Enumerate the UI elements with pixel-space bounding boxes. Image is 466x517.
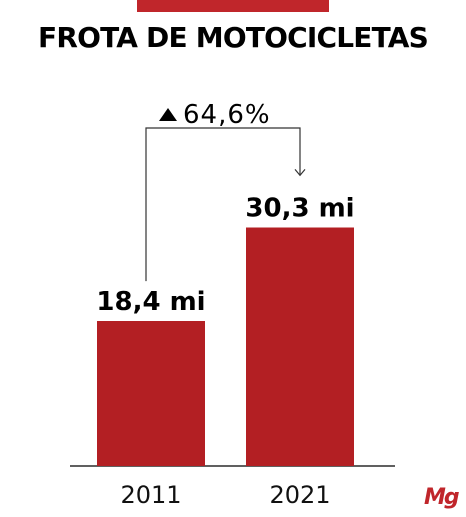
brand-logo: Mg (424, 485, 460, 510)
x-tick-label-2011: 2011 (120, 481, 181, 509)
change-bracket-line (145, 127, 301, 282)
header-accent-bar (137, 0, 329, 12)
data-label-2021: 30,3 mi (245, 193, 354, 223)
change-arrowhead (294, 168, 306, 177)
bar-2011 (97, 321, 205, 466)
bar-2021 (246, 227, 354, 466)
data-label-2011: 18,4 mi (96, 287, 205, 317)
up-triangle-icon (159, 108, 177, 121)
x-tick-label-2021: 2021 (269, 481, 330, 509)
change-percent-label: 64,6% (183, 100, 271, 130)
chart-title: FROTA DE MOTOCICLETAS (38, 21, 429, 54)
